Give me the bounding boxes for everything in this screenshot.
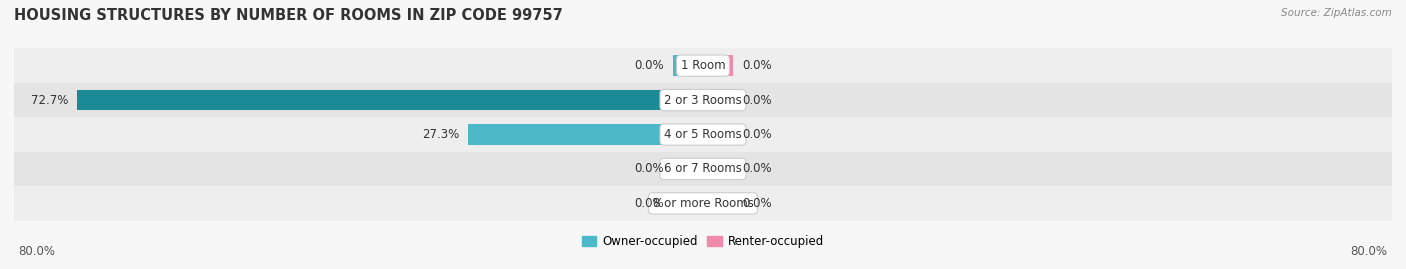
Bar — [14, 117, 1392, 152]
Text: 2 or 3 Rooms: 2 or 3 Rooms — [664, 94, 742, 107]
Text: 6 or 7 Rooms: 6 or 7 Rooms — [664, 162, 742, 175]
Bar — [673, 55, 703, 76]
Bar — [703, 55, 733, 76]
Bar — [14, 48, 1392, 83]
Text: HOUSING STRUCTURES BY NUMBER OF ROOMS IN ZIP CODE 99757: HOUSING STRUCTURES BY NUMBER OF ROOMS IN… — [14, 8, 562, 23]
Text: 0.0%: 0.0% — [742, 94, 772, 107]
Text: 0.0%: 0.0% — [742, 162, 772, 175]
Text: 27.3%: 27.3% — [422, 128, 460, 141]
Bar — [703, 90, 733, 110]
Bar — [468, 124, 703, 145]
Text: 1 Room: 1 Room — [681, 59, 725, 72]
Text: 0.0%: 0.0% — [634, 59, 664, 72]
Bar — [703, 159, 733, 179]
Bar — [77, 90, 703, 110]
Legend: Owner-occupied, Renter-occupied: Owner-occupied, Renter-occupied — [578, 230, 828, 253]
Bar — [703, 124, 733, 145]
Text: 4 or 5 Rooms: 4 or 5 Rooms — [664, 128, 742, 141]
Text: 72.7%: 72.7% — [31, 94, 69, 107]
Bar — [14, 186, 1392, 221]
Text: Source: ZipAtlas.com: Source: ZipAtlas.com — [1281, 8, 1392, 18]
Text: 0.0%: 0.0% — [742, 128, 772, 141]
Bar — [14, 152, 1392, 186]
Bar — [703, 193, 733, 214]
Bar — [14, 83, 1392, 117]
Text: 8 or more Rooms: 8 or more Rooms — [652, 197, 754, 210]
Text: 80.0%: 80.0% — [18, 245, 55, 258]
Bar — [673, 193, 703, 214]
Text: 80.0%: 80.0% — [1351, 245, 1388, 258]
Text: 0.0%: 0.0% — [742, 59, 772, 72]
Text: 0.0%: 0.0% — [634, 162, 664, 175]
Text: 0.0%: 0.0% — [742, 197, 772, 210]
Text: 0.0%: 0.0% — [634, 197, 664, 210]
Bar — [673, 159, 703, 179]
